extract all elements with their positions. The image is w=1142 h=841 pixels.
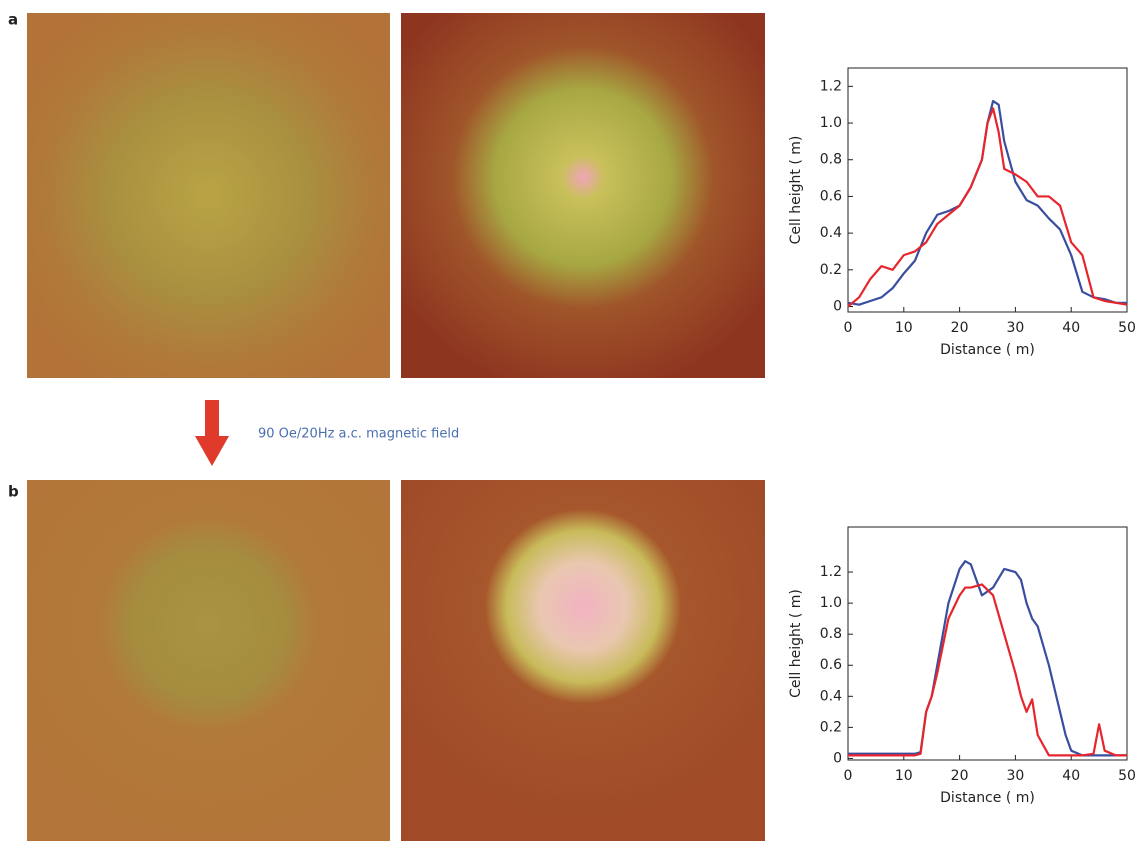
x-tick-label: 10	[895, 768, 913, 784]
afm-image	[401, 480, 765, 841]
afm-image	[27, 480, 390, 841]
y-axis-label: Cell height ( m)	[788, 136, 804, 245]
x-tick-label: 20	[951, 768, 969, 784]
x-tick-label: 20	[951, 320, 969, 336]
data-line	[848, 583, 1127, 757]
afm-image	[27, 13, 390, 378]
x-tick-label: 50	[1118, 768, 1136, 784]
data-line	[847, 107, 1128, 308]
arrow	[195, 436, 229, 466]
y-tick-label: 0.2	[820, 262, 842, 278]
arrow	[205, 400, 219, 436]
panel-label: b	[8, 483, 19, 501]
plot-frame	[847, 526, 1128, 761]
x-tick-label: 40	[1062, 768, 1080, 784]
y-axis-label: Cell height ( m)	[788, 589, 804, 698]
y-tick-label: 0.8	[820, 152, 842, 168]
y-tick-label: 0	[833, 298, 842, 314]
y-tick-label: 0.2	[820, 719, 842, 735]
x-axis-label: Distance ( m)	[940, 790, 1035, 806]
x-tick-label: 40	[1062, 320, 1080, 336]
y-tick-label: 0.6	[820, 657, 842, 673]
annotation: 90 Oe/20Hz a.c. magnetic field	[258, 427, 459, 442]
afm-image	[401, 13, 765, 378]
x-tick-label: 30	[1006, 320, 1024, 336]
x-tick-label: 50	[1118, 320, 1136, 336]
x-tick-label: 10	[895, 320, 913, 336]
panel-label: a	[8, 11, 18, 29]
x-tick-label: 0	[844, 768, 853, 784]
y-tick-label: 0	[833, 750, 842, 766]
x-axis-label: Distance ( m)	[940, 342, 1035, 358]
data-line	[847, 99, 1127, 306]
x-tick-label: 0	[844, 320, 853, 336]
y-tick-label: 1.0	[820, 115, 842, 131]
y-tick-label: 1.2	[820, 564, 842, 580]
y-tick-label: 0.4	[820, 688, 842, 704]
plot-frame	[847, 67, 1128, 313]
y-tick-label: 1.0	[820, 595, 842, 611]
y-tick-label: 0.8	[820, 626, 842, 642]
x-tick-label: 30	[1006, 768, 1024, 784]
y-tick-label: 0.4	[820, 225, 842, 241]
y-tick-label: 1.2	[820, 78, 842, 94]
y-tick-label: 0.6	[820, 188, 842, 204]
